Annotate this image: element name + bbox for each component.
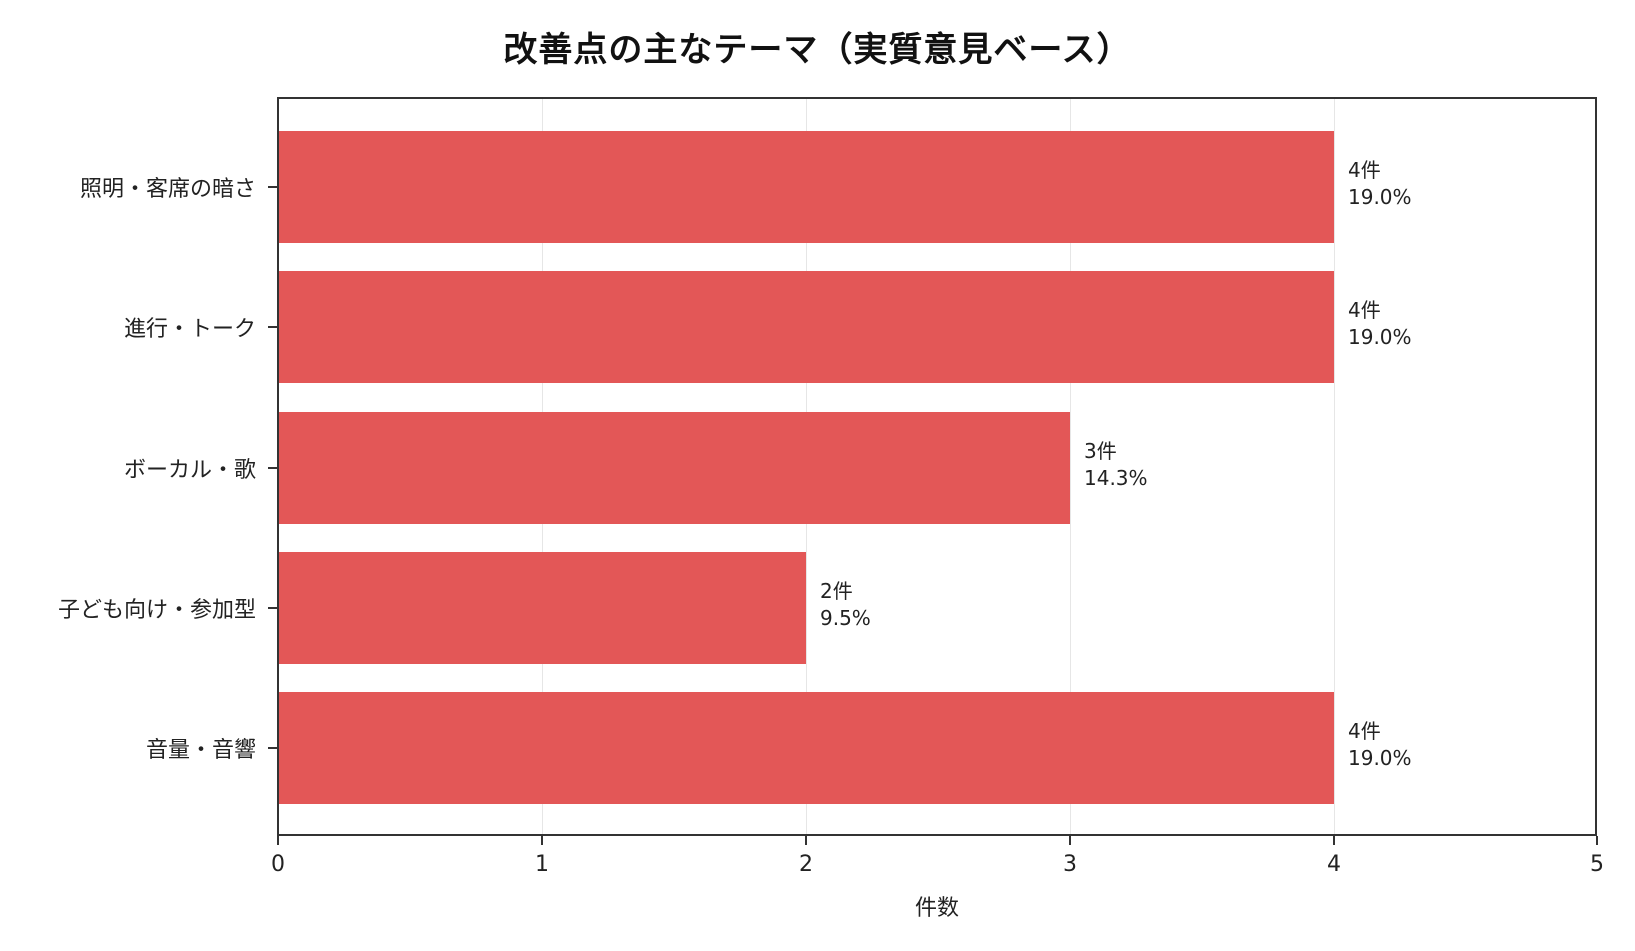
- x-tick: [1069, 836, 1071, 845]
- x-tick-label: 2: [799, 852, 813, 877]
- y-tick-label: 子ども向け・参加型: [57, 598, 256, 623]
- x-tick: [805, 836, 807, 845]
- bar-progress-talk: [279, 271, 1334, 383]
- gridline: [1334, 99, 1335, 834]
- x-tick-label: 5: [1590, 852, 1604, 877]
- y-tick: [268, 326, 277, 328]
- y-tick-label: 進行・トーク: [123, 317, 256, 342]
- chart-title: 改善点の主なテーマ（実質意見ベース）: [503, 30, 1132, 70]
- x-axis-label: 件数: [914, 896, 960, 921]
- y-tick-label: ボーカル・歌: [123, 458, 256, 483]
- x-tick-label: 0: [271, 852, 285, 877]
- bar-annotation: 4件 19.0%: [1348, 158, 1412, 209]
- y-tick: [268, 607, 277, 609]
- x-tick-label: 4: [1327, 852, 1341, 877]
- gridline: [1070, 99, 1071, 834]
- bar-kids: [279, 552, 806, 664]
- x-tick: [277, 836, 279, 845]
- x-tick-label: 1: [535, 852, 549, 877]
- y-tick: [268, 467, 277, 469]
- bar-vocal: [279, 412, 1070, 524]
- x-tick: [1596, 836, 1598, 845]
- y-tick: [268, 747, 277, 749]
- bar-annotation: 4件 19.0%: [1348, 719, 1412, 770]
- y-tick: [268, 186, 277, 188]
- bar-annotation: 4件 19.0%: [1348, 298, 1412, 349]
- x-tick: [541, 836, 543, 845]
- plot-area: 4件 19.0% 4件 19.0% 3件 14.3% 2件 9.5% 4件 19…: [277, 97, 1597, 836]
- bar-volume: [279, 692, 1334, 804]
- x-tick-label: 3: [1063, 852, 1077, 877]
- x-tick: [1333, 836, 1335, 845]
- y-tick-label: 照明・客席の暗さ: [79, 177, 256, 202]
- bar-annotation: 2件 9.5%: [820, 579, 871, 630]
- bar-annotation: 3件 14.3%: [1084, 439, 1148, 490]
- y-tick-label: 音量・音響: [145, 738, 256, 763]
- bar-lighting: [279, 131, 1334, 243]
